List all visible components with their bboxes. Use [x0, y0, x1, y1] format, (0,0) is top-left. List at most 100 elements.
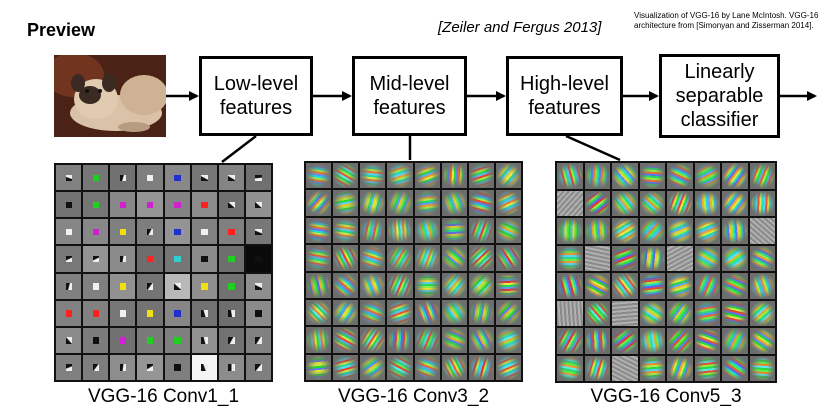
filter-tile	[639, 218, 665, 244]
filter-accent	[255, 310, 262, 317]
filter-tile	[83, 354, 109, 380]
filter-accent	[174, 228, 181, 236]
filter-tile	[245, 192, 271, 218]
filter-tile	[441, 272, 467, 298]
filter-tile	[306, 272, 332, 298]
filter-tile	[414, 245, 440, 271]
filter-tile	[639, 300, 665, 326]
filter-tile	[137, 354, 163, 380]
filter-tile	[694, 163, 720, 189]
connector-high-to-conv5	[565, 134, 621, 162]
filter-accent	[65, 310, 73, 317]
filter-tile	[584, 328, 610, 354]
stage-mid-level-features: Mid-level features	[352, 56, 467, 136]
filter-tile	[191, 354, 217, 380]
filter-tile	[639, 355, 665, 381]
filter-accent	[255, 228, 262, 236]
filter-tile	[495, 163, 521, 189]
filter-tile	[694, 245, 720, 271]
filter-accent	[119, 337, 127, 344]
filter-tile	[584, 273, 610, 299]
filter-tile	[218, 327, 244, 353]
filter-tile	[218, 273, 244, 299]
filter-accent	[174, 283, 181, 290]
filter-accent	[201, 310, 208, 317]
filter-accent	[92, 228, 100, 236]
image-credit: Visualization of VGG-16 by Lane McIntosh…	[634, 11, 819, 30]
filter-tile	[722, 300, 748, 326]
filter-tile	[110, 300, 136, 326]
filter-tile	[414, 299, 440, 326]
filter-tile	[441, 354, 467, 380]
filter-accent	[201, 337, 208, 344]
filter-accent	[201, 201, 208, 209]
panel-caption-conv1-1: VGG-16 Conv1_1	[87, 386, 240, 407]
filter-tile	[441, 327, 467, 353]
filter-tile	[191, 165, 217, 191]
filter-tile	[306, 299, 332, 326]
filter-tile	[218, 246, 244, 272]
filter-accent	[255, 174, 262, 182]
filter-tile	[387, 217, 413, 244]
filter-accent	[255, 255, 262, 263]
citation: [Zeiler and Fergus 2013]	[438, 19, 602, 36]
stage-label: High-level features	[520, 73, 609, 119]
filter-tile	[722, 273, 748, 299]
filter-tile	[722, 163, 748, 189]
filter-tile	[110, 354, 136, 380]
filter-accent	[255, 364, 262, 371]
filter-tile	[584, 245, 610, 271]
filter-tile	[245, 165, 271, 191]
filter-tile	[333, 354, 359, 380]
filter-tile	[722, 245, 748, 271]
filter-tile	[164, 273, 190, 299]
filter-tile	[164, 165, 190, 191]
filter-tile	[110, 165, 136, 191]
filter-tile	[414, 163, 440, 189]
filter-tile	[694, 218, 720, 244]
filter-tile	[495, 272, 521, 298]
filter-tile	[56, 273, 82, 299]
filter-tile	[612, 273, 638, 299]
filter-accent	[146, 283, 154, 290]
filter-tile	[468, 327, 494, 353]
filter-tile	[749, 355, 775, 381]
dog-illustration	[54, 55, 166, 137]
stage-label: Mid-level features	[369, 73, 450, 119]
filter-accent	[146, 201, 154, 209]
filter-tile	[749, 273, 775, 299]
filter-tile	[639, 163, 665, 189]
filter-tile	[306, 163, 332, 189]
filter-tile	[333, 245, 359, 271]
filter-tile	[164, 354, 190, 380]
filter-accent	[119, 283, 127, 290]
filter-tile	[584, 190, 610, 216]
filter-tile	[218, 165, 244, 191]
filter-tile	[495, 217, 521, 244]
filter-tile	[56, 327, 82, 353]
filter-tile	[333, 190, 359, 216]
stage-linear-classifier: Linearly separable classifier	[659, 54, 780, 138]
filter-tile	[387, 272, 413, 298]
filter-tile	[414, 272, 440, 298]
filter-accent	[201, 283, 208, 290]
filter-tile	[468, 217, 494, 244]
filter-tile	[245, 327, 271, 353]
filter-tile	[584, 218, 610, 244]
filter-tile	[667, 328, 693, 354]
filter-accent	[228, 255, 235, 263]
filter-tile	[56, 219, 82, 245]
filter-tile	[245, 246, 271, 272]
filter-tile	[191, 192, 217, 218]
filter-accent	[92, 201, 100, 209]
filter-accent	[92, 255, 100, 263]
filter-tile	[387, 354, 413, 380]
filter-tile	[245, 219, 271, 245]
stage-label: Low-level features	[213, 73, 299, 119]
filter-tile	[468, 299, 494, 326]
filter-accent	[174, 310, 181, 317]
filter-tile	[387, 245, 413, 271]
filter-accent	[201, 364, 208, 371]
filter-tile	[749, 163, 775, 189]
filter-tile	[56, 354, 82, 380]
